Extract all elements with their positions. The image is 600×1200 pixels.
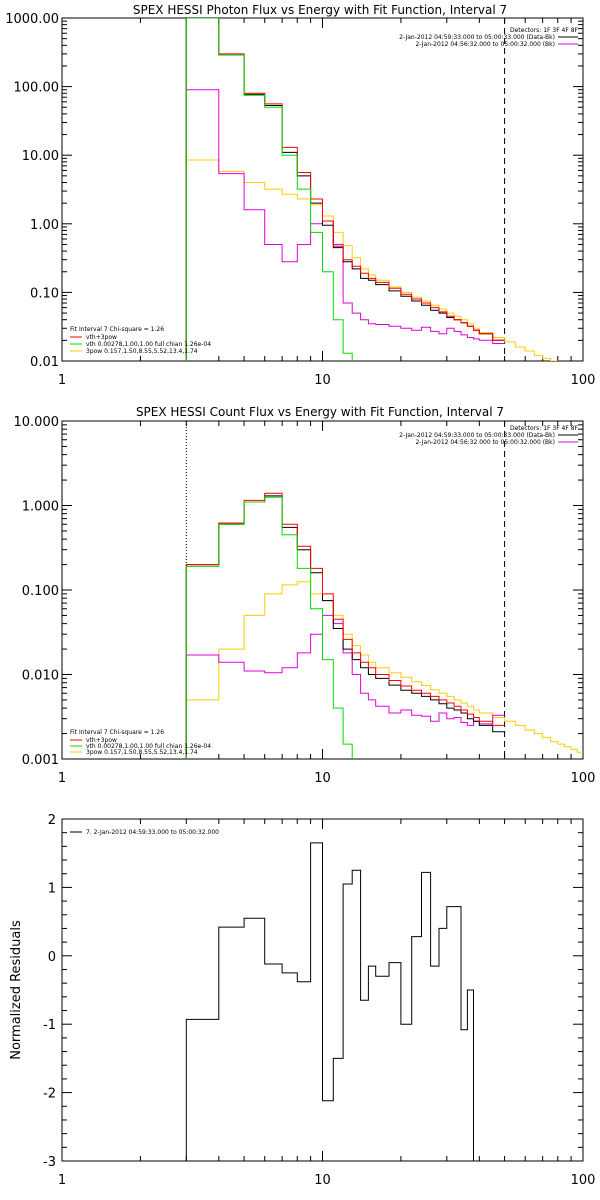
- count-flux-series-vth: [185, 496, 353, 759]
- y-tick-label: 1.00: [30, 218, 59, 233]
- y-tick-label: -1: [43, 1018, 56, 1033]
- fit-total-label: vth+3pow: [86, 334, 117, 341]
- y-tick-label: 2: [48, 813, 56, 828]
- background-interval-label: 2-Jan-2012 04:56:32.000 to 05:00:32.000 …: [415, 439, 555, 446]
- photon-flux-series-vth: [185, 18, 353, 361]
- data-interval-label: 2-Jan-2012 04:59:33.000 to 05:00:33.000 …: [399, 432, 555, 439]
- y-tick-label: 0.010: [22, 669, 59, 684]
- y-tick-label: 1: [48, 881, 56, 896]
- y-tick-label: 1.000: [22, 500, 59, 515]
- y-tick-label: 0.001: [22, 753, 59, 768]
- residuals-series-residuals: [185, 842, 474, 1161]
- fit-interval-label: Fit Interval 7 Chi-square = 1.26: [70, 729, 164, 736]
- count-flux-series-data: [185, 495, 505, 759]
- x-tick-label: 1: [58, 771, 66, 786]
- y-tick-label: 0.10: [30, 286, 59, 301]
- x-tick-label: 10: [314, 1173, 331, 1188]
- y-tick-label: 100.00: [14, 81, 60, 96]
- fit-total-label: vth+3pow: [86, 737, 117, 744]
- data-interval-label: 2-Jan-2012 04:59:33.000 to 05:00:33.000 …: [399, 34, 555, 41]
- photon-flux-series-bk: [185, 89, 505, 361]
- x-tick-label: 1: [58, 1173, 66, 1188]
- y-axis-label: Normalized Residuals: [9, 920, 24, 1060]
- y-tick-label: 10.00: [22, 149, 59, 164]
- x-tick-label: 100: [571, 1173, 596, 1188]
- photon-flux-series-3pow: [185, 159, 558, 361]
- detectors-label: Detectors: 1F 3F 4F 8F: [510, 425, 579, 432]
- y-tick-label: 0: [48, 950, 56, 965]
- legend-label: 7. 2-Jan-2012 04:59:33.000 to 05:00:32.0…: [86, 829, 219, 836]
- y-tick-label: 10.000: [14, 415, 60, 430]
- y-tick-label: 1000.00: [5, 12, 59, 27]
- fit-3pow-label: 3pow 0.157,1.50,8.55,5.52,13.4,1.74: [86, 749, 198, 756]
- count-flux-series-bk: [185, 614, 505, 759]
- x-tick-label: 10: [314, 373, 331, 388]
- fit-interval-label: Fit Interval 7 Chi-square = 1.26: [70, 326, 164, 333]
- y-tick-label: -2: [43, 1087, 56, 1102]
- x-tick-label: 100: [571, 373, 596, 388]
- photon-flux-panel: SPEX HESSI Photon Flux vs Energy with Fi…: [5, 3, 595, 388]
- fit-3pow-label: 3pow 0.157,1.50,8.55,5.52,13.4,1.74: [86, 348, 198, 355]
- chart-title: SPEX HESSI Photon Flux vs Energy with Fi…: [133, 3, 507, 17]
- y-tick-label: 0.100: [22, 584, 59, 599]
- photon-flux-series-data: [185, 18, 505, 361]
- y-tick-label: 0.01: [30, 355, 59, 370]
- fit-vth-label: vth 0.00278,1.00,1.00 full chian 1.26e-0…: [86, 743, 211, 750]
- x-tick-label: 1: [58, 373, 66, 388]
- x-tick-label: 10: [314, 771, 331, 786]
- detectors-label: Detectors: 1F 3F 4F 8F: [510, 27, 579, 34]
- fit-vth-label: vth 0.00278,1.00,1.00 full chian 1.26e-0…: [86, 341, 211, 348]
- photon-flux-series-vth-3pow: [185, 18, 505, 361]
- chart-title: SPEX HESSI Count Flux vs Energy with Fit…: [136, 405, 504, 419]
- y-tick-label: -3: [43, 1155, 56, 1170]
- count-flux-series-3pow: [185, 581, 583, 759]
- x-tick-label: 100: [571, 771, 596, 786]
- background-interval-label: 2-Jan-2012 04:56:32.000 to 05:00:32.000 …: [415, 41, 555, 48]
- count-flux-series-vth-3pow: [185, 492, 505, 759]
- count-flux-panel: SPEX HESSI Count Flux vs Energy with Fit…: [14, 405, 596, 786]
